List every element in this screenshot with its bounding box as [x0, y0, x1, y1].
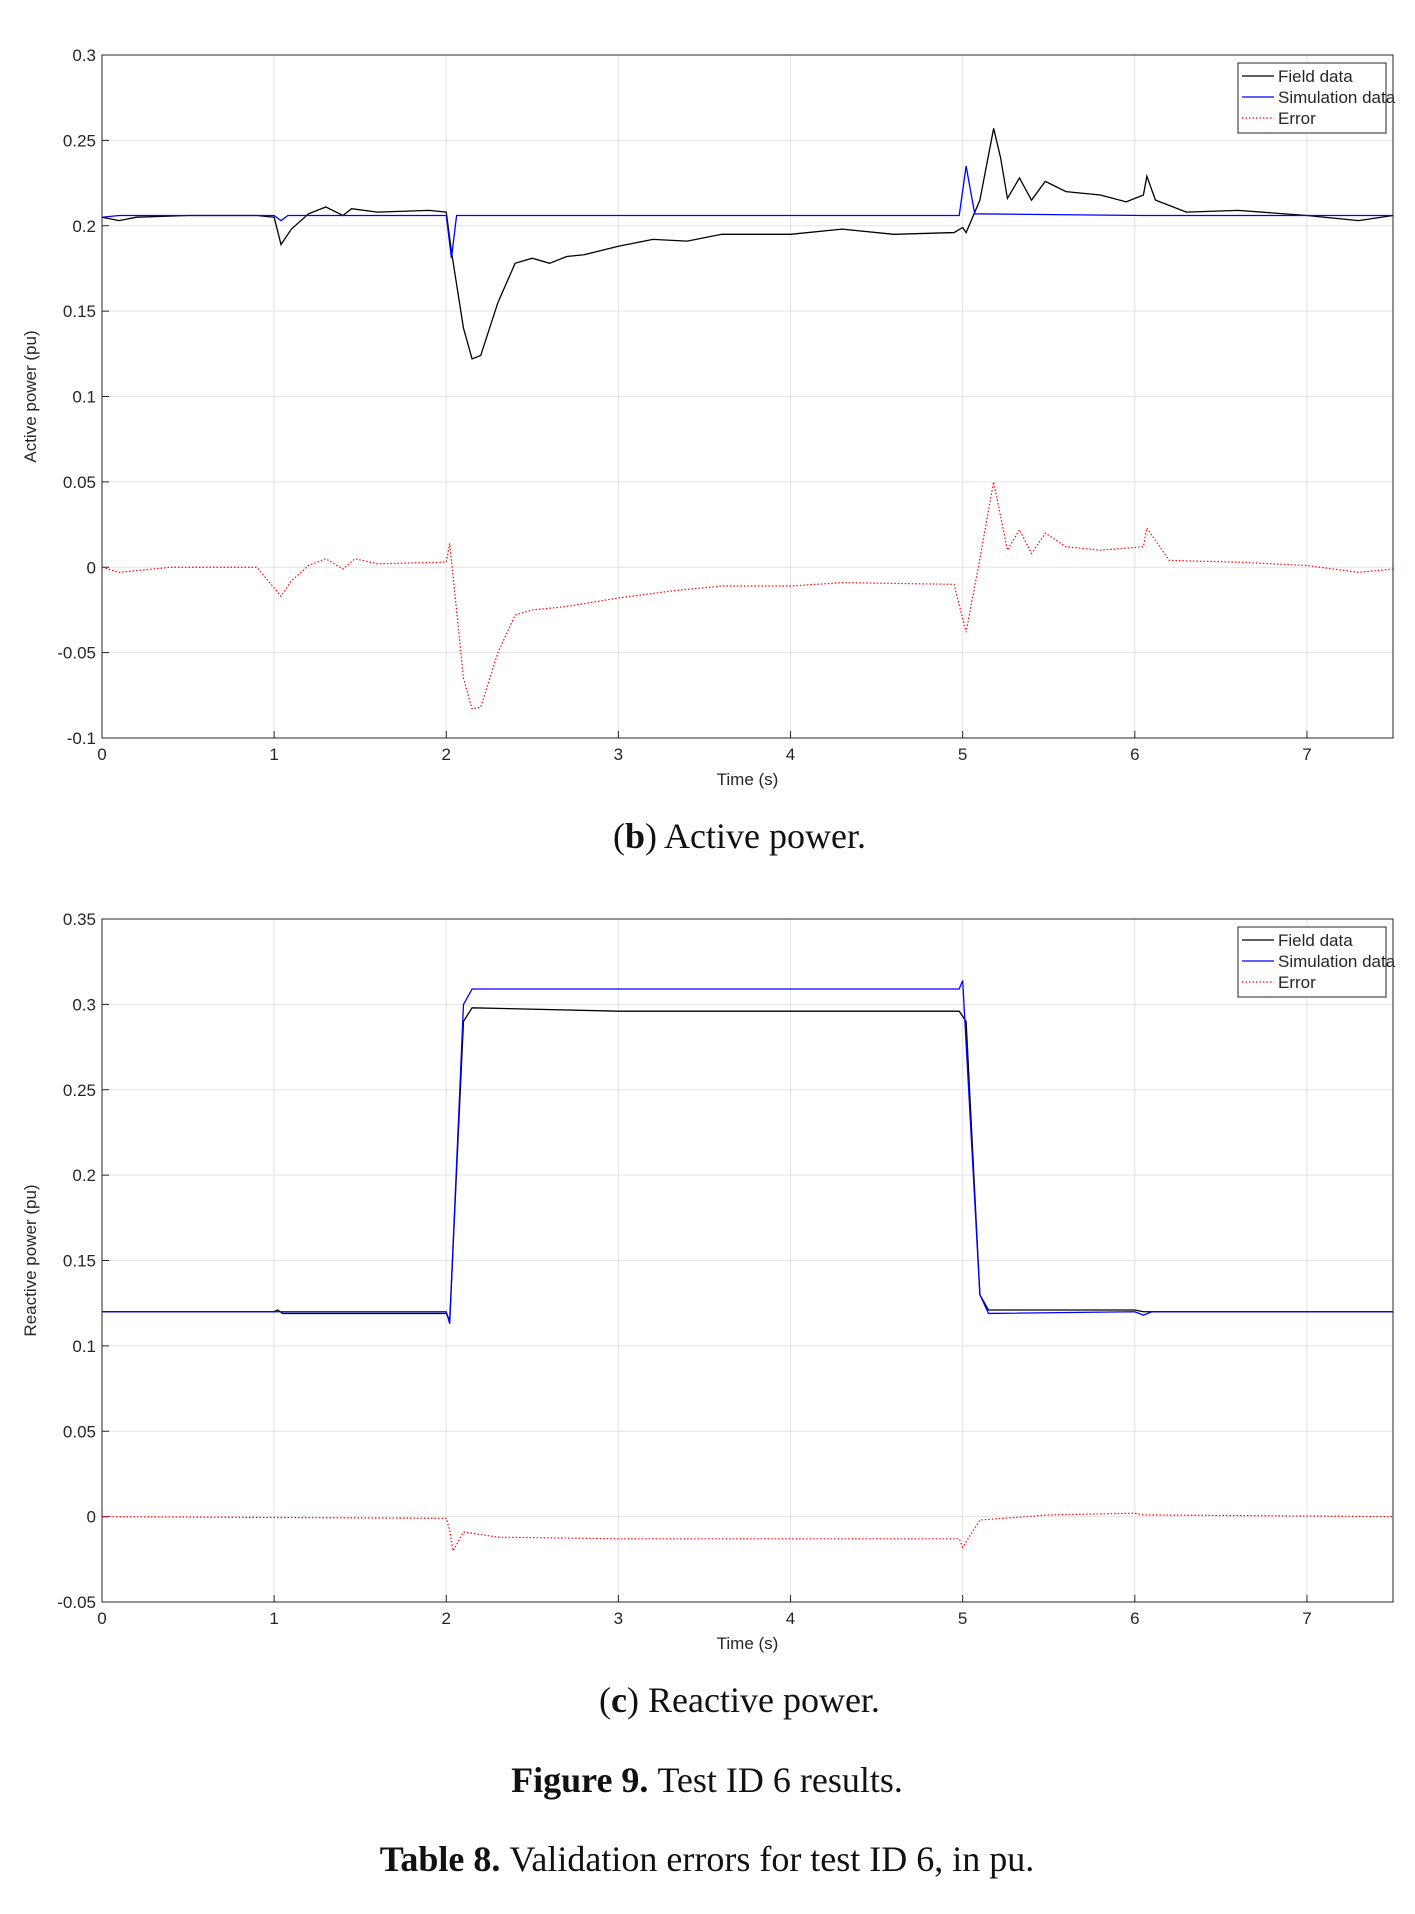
- y-tick-label: 0.1: [72, 1337, 96, 1356]
- x-tick-label: 2: [442, 745, 451, 764]
- y-tick-label: 0.15: [63, 302, 96, 321]
- figure-caption: Figure 9. Test ID 6 results.: [511, 1760, 903, 1800]
- y-tick-label: 0.3: [72, 46, 96, 65]
- x-tick-label: 0: [97, 1609, 106, 1628]
- caption-part: c: [611, 1680, 627, 1720]
- legend: Field data Simulation data Error: [1237, 62, 1396, 134]
- legend-label: Simulation data: [1278, 88, 1396, 107]
- y-tick-label: 0.2: [72, 217, 96, 236]
- y-tick-label: 0: [87, 1508, 96, 1527]
- data-line: [102, 980, 1393, 1324]
- x-tick-label: 6: [1130, 745, 1139, 764]
- x-tick-label: 5: [958, 745, 967, 764]
- y-tick-label: 0.05: [63, 1422, 96, 1441]
- x-tick-label: 2: [442, 1609, 451, 1628]
- y-tick-label: -0.05: [57, 644, 96, 663]
- y-tick-label: 0.25: [63, 131, 96, 150]
- table-caption: Table 8. Validation errors for test ID 6,…: [380, 1839, 1035, 1879]
- caption-part: ) Active power.: [645, 816, 866, 856]
- chart-caption: (c) Reactive power.: [599, 1680, 880, 1720]
- x-tick-label: 5: [958, 1609, 967, 1628]
- y-tick-label: 0.25: [63, 1081, 96, 1100]
- legend-label: Error: [1278, 109, 1316, 128]
- legend-box: [1237, 926, 1387, 998]
- x-tick-label: 4: [786, 745, 795, 764]
- figure-caption-text: Test ID 6 results.: [657, 1760, 902, 1800]
- legend-label: Field data: [1278, 67, 1353, 86]
- x-axis-label: Time (s): [717, 1634, 779, 1653]
- caption-part: (: [613, 816, 625, 856]
- y-tick-label: -0.1: [67, 729, 96, 748]
- x-tick-label: 7: [1302, 745, 1311, 764]
- table-caption-text: Validation errors for test ID 6, in pu.: [509, 1839, 1034, 1879]
- x-tick-label: 7: [1302, 1609, 1311, 1628]
- x-axis-label: Time (s): [717, 770, 779, 789]
- y-tick-label: 0.05: [63, 473, 96, 492]
- data-line: [101, 165, 1393, 259]
- legend: Field data Simulation data Error: [1237, 926, 1396, 998]
- caption-part: (: [599, 1680, 611, 1720]
- y-tick-label: 0: [87, 558, 96, 577]
- plot-frame: [101, 918, 1394, 1603]
- x-tick-label: 0: [97, 745, 106, 764]
- x-tick-label: 3: [614, 745, 623, 764]
- legend-label: Simulation data: [1278, 952, 1396, 971]
- data-line: [101, 481, 1394, 710]
- y-axis-label: Reactive power (pu): [21, 1184, 40, 1336]
- caption-part: ) Reactive power.: [627, 1680, 880, 1720]
- legend-label: Field data: [1278, 931, 1353, 950]
- y-tick-label: 0.1: [72, 388, 96, 407]
- figure-caption-label: Figure 9.: [511, 1760, 648, 1800]
- y-axis-label: Active power (pu): [21, 330, 40, 462]
- caption-part: b: [625, 816, 645, 856]
- plot-frame: [101, 54, 1394, 739]
- x-tick-label: 6: [1130, 1609, 1139, 1628]
- legend-label: Error: [1278, 973, 1316, 992]
- legend-box: [1237, 62, 1387, 134]
- chart-caption: (b) Active power.: [613, 816, 866, 856]
- data-line: [101, 128, 1394, 360]
- y-tick-label: 0.3: [72, 995, 96, 1014]
- y-tick-label: 0.15: [63, 1252, 96, 1271]
- x-tick-label: 3: [614, 1609, 623, 1628]
- x-tick-label: 1: [269, 1609, 278, 1628]
- x-tick-label: 1: [269, 745, 278, 764]
- y-tick-label: 0.35: [63, 910, 96, 929]
- y-tick-label: -0.05: [57, 1593, 96, 1612]
- x-tick-label: 4: [786, 1609, 795, 1628]
- y-tick-label: 0.2: [72, 1166, 96, 1185]
- table-caption-label: Table 8.: [380, 1839, 501, 1879]
